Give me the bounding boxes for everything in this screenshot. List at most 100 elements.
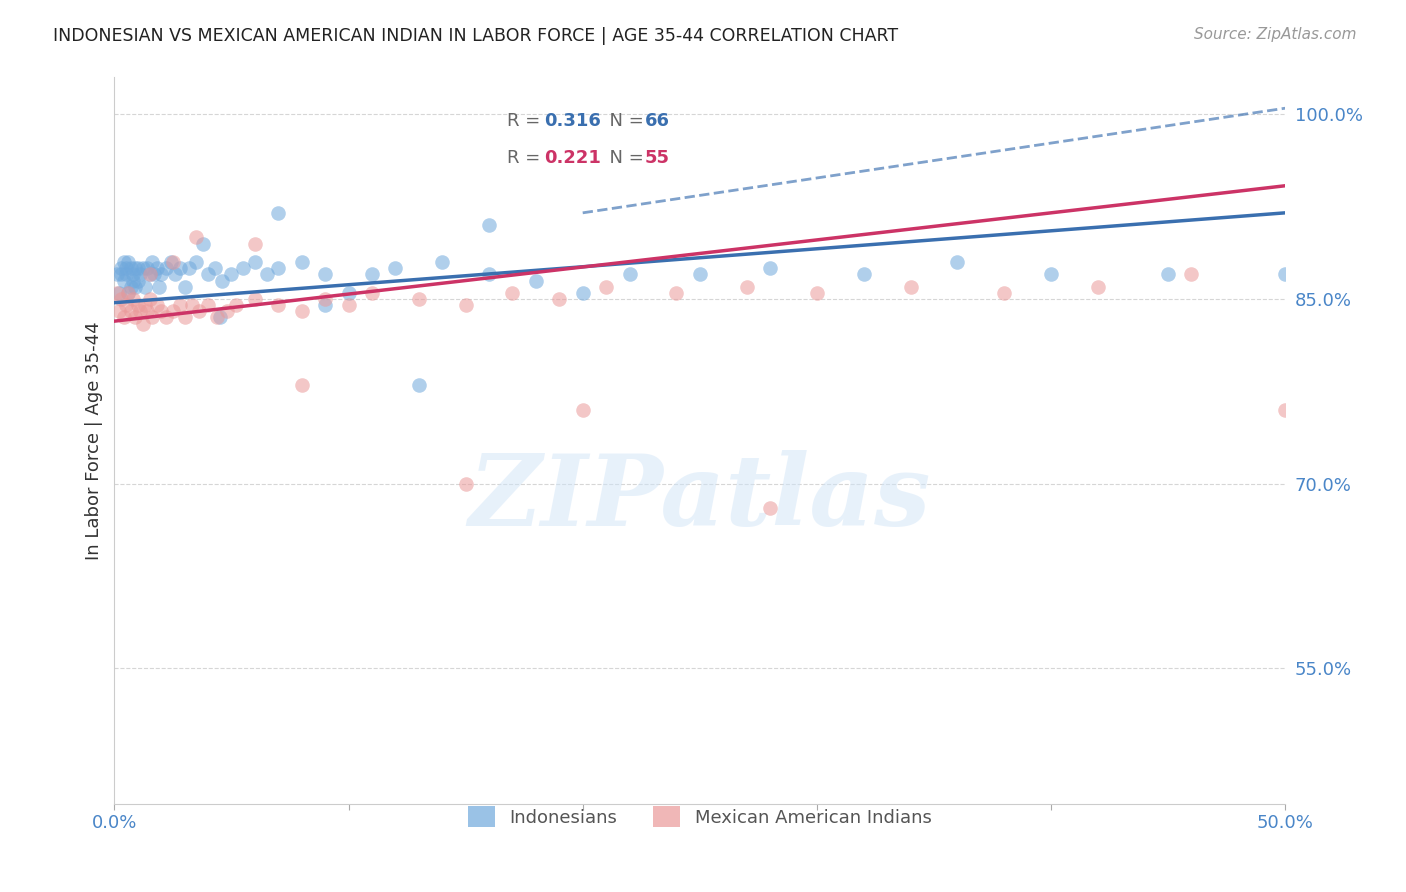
Point — [1274, 402, 1296, 417]
Point — [187, 304, 209, 318]
Text: ZIPatlas: ZIPatlas — [468, 450, 931, 547]
Point — [454, 298, 477, 312]
Point — [173, 310, 195, 325]
Point — [1274, 268, 1296, 282]
Point — [127, 273, 149, 287]
Point — [689, 268, 711, 282]
Point — [993, 285, 1015, 300]
Point — [169, 261, 191, 276]
Point — [571, 402, 593, 417]
Point — [408, 378, 430, 392]
Point — [665, 285, 688, 300]
Point — [735, 279, 758, 293]
Point — [256, 268, 278, 282]
Point — [165, 268, 187, 282]
Text: N =: N = — [598, 112, 650, 130]
Point — [115, 268, 138, 282]
Point — [110, 292, 132, 306]
Point — [120, 304, 142, 318]
Point — [193, 236, 215, 251]
Point — [314, 292, 336, 306]
Point — [1180, 268, 1202, 282]
Point — [211, 273, 233, 287]
Point — [291, 255, 314, 269]
Text: N =: N = — [598, 149, 650, 167]
Text: INDONESIAN VS MEXICAN AMERICAN INDIAN IN LABOR FORCE | AGE 35-44 CORRELATION CHA: INDONESIAN VS MEXICAN AMERICAN INDIAN IN… — [53, 27, 898, 45]
Point — [1157, 268, 1180, 282]
Point — [207, 310, 229, 325]
Point — [501, 285, 523, 300]
Point — [127, 261, 149, 276]
Point — [173, 279, 195, 293]
Point — [361, 268, 384, 282]
Point — [124, 279, 146, 293]
Text: R =: R = — [506, 112, 546, 130]
Point — [1087, 279, 1109, 293]
Point — [117, 255, 139, 269]
Point — [141, 255, 163, 269]
Point — [112, 310, 135, 325]
Point — [225, 298, 247, 312]
Point — [337, 285, 360, 300]
Point — [136, 304, 159, 318]
Text: 55: 55 — [645, 149, 669, 167]
Point — [124, 310, 146, 325]
Point — [759, 261, 782, 276]
Point — [129, 268, 152, 282]
Point — [197, 268, 219, 282]
Point — [138, 268, 160, 282]
Point — [215, 304, 238, 318]
Point — [145, 298, 167, 312]
Point — [150, 304, 173, 318]
Point — [112, 255, 135, 269]
Legend: Indonesians, Mexican American Indians: Indonesians, Mexican American Indians — [461, 799, 939, 835]
Point — [127, 298, 149, 312]
Point — [291, 304, 314, 318]
Point — [120, 261, 142, 276]
Point — [1040, 268, 1063, 282]
Text: 0.221: 0.221 — [544, 149, 600, 167]
Point — [232, 261, 254, 276]
Point — [162, 255, 184, 269]
Point — [361, 285, 384, 300]
Point — [143, 268, 166, 282]
Point — [267, 261, 290, 276]
Point — [112, 273, 135, 287]
Point — [131, 317, 153, 331]
Point — [852, 268, 875, 282]
Point — [131, 261, 153, 276]
Point — [291, 378, 314, 392]
Point — [122, 292, 145, 306]
Point — [145, 261, 167, 276]
Text: R =: R = — [506, 149, 546, 167]
Point — [243, 236, 266, 251]
Point — [337, 298, 360, 312]
Point — [115, 298, 138, 312]
Point — [478, 218, 501, 232]
Point — [180, 298, 202, 312]
Point — [159, 255, 181, 269]
Point — [134, 298, 156, 312]
Point — [169, 298, 191, 312]
Point — [314, 268, 336, 282]
Point — [115, 261, 138, 276]
Point — [148, 279, 170, 293]
Point — [571, 285, 593, 300]
Point — [117, 285, 139, 300]
Point — [197, 298, 219, 312]
Point — [117, 285, 139, 300]
Point — [204, 261, 226, 276]
Point — [108, 304, 131, 318]
Point — [408, 292, 430, 306]
Point — [138, 268, 160, 282]
Point — [759, 501, 782, 516]
Point — [432, 255, 454, 269]
Point — [179, 261, 201, 276]
Point — [136, 261, 159, 276]
Point — [524, 273, 547, 287]
Point — [314, 298, 336, 312]
Point — [806, 285, 828, 300]
Text: 66: 66 — [645, 112, 669, 130]
Point — [110, 261, 132, 276]
Point — [105, 285, 128, 300]
